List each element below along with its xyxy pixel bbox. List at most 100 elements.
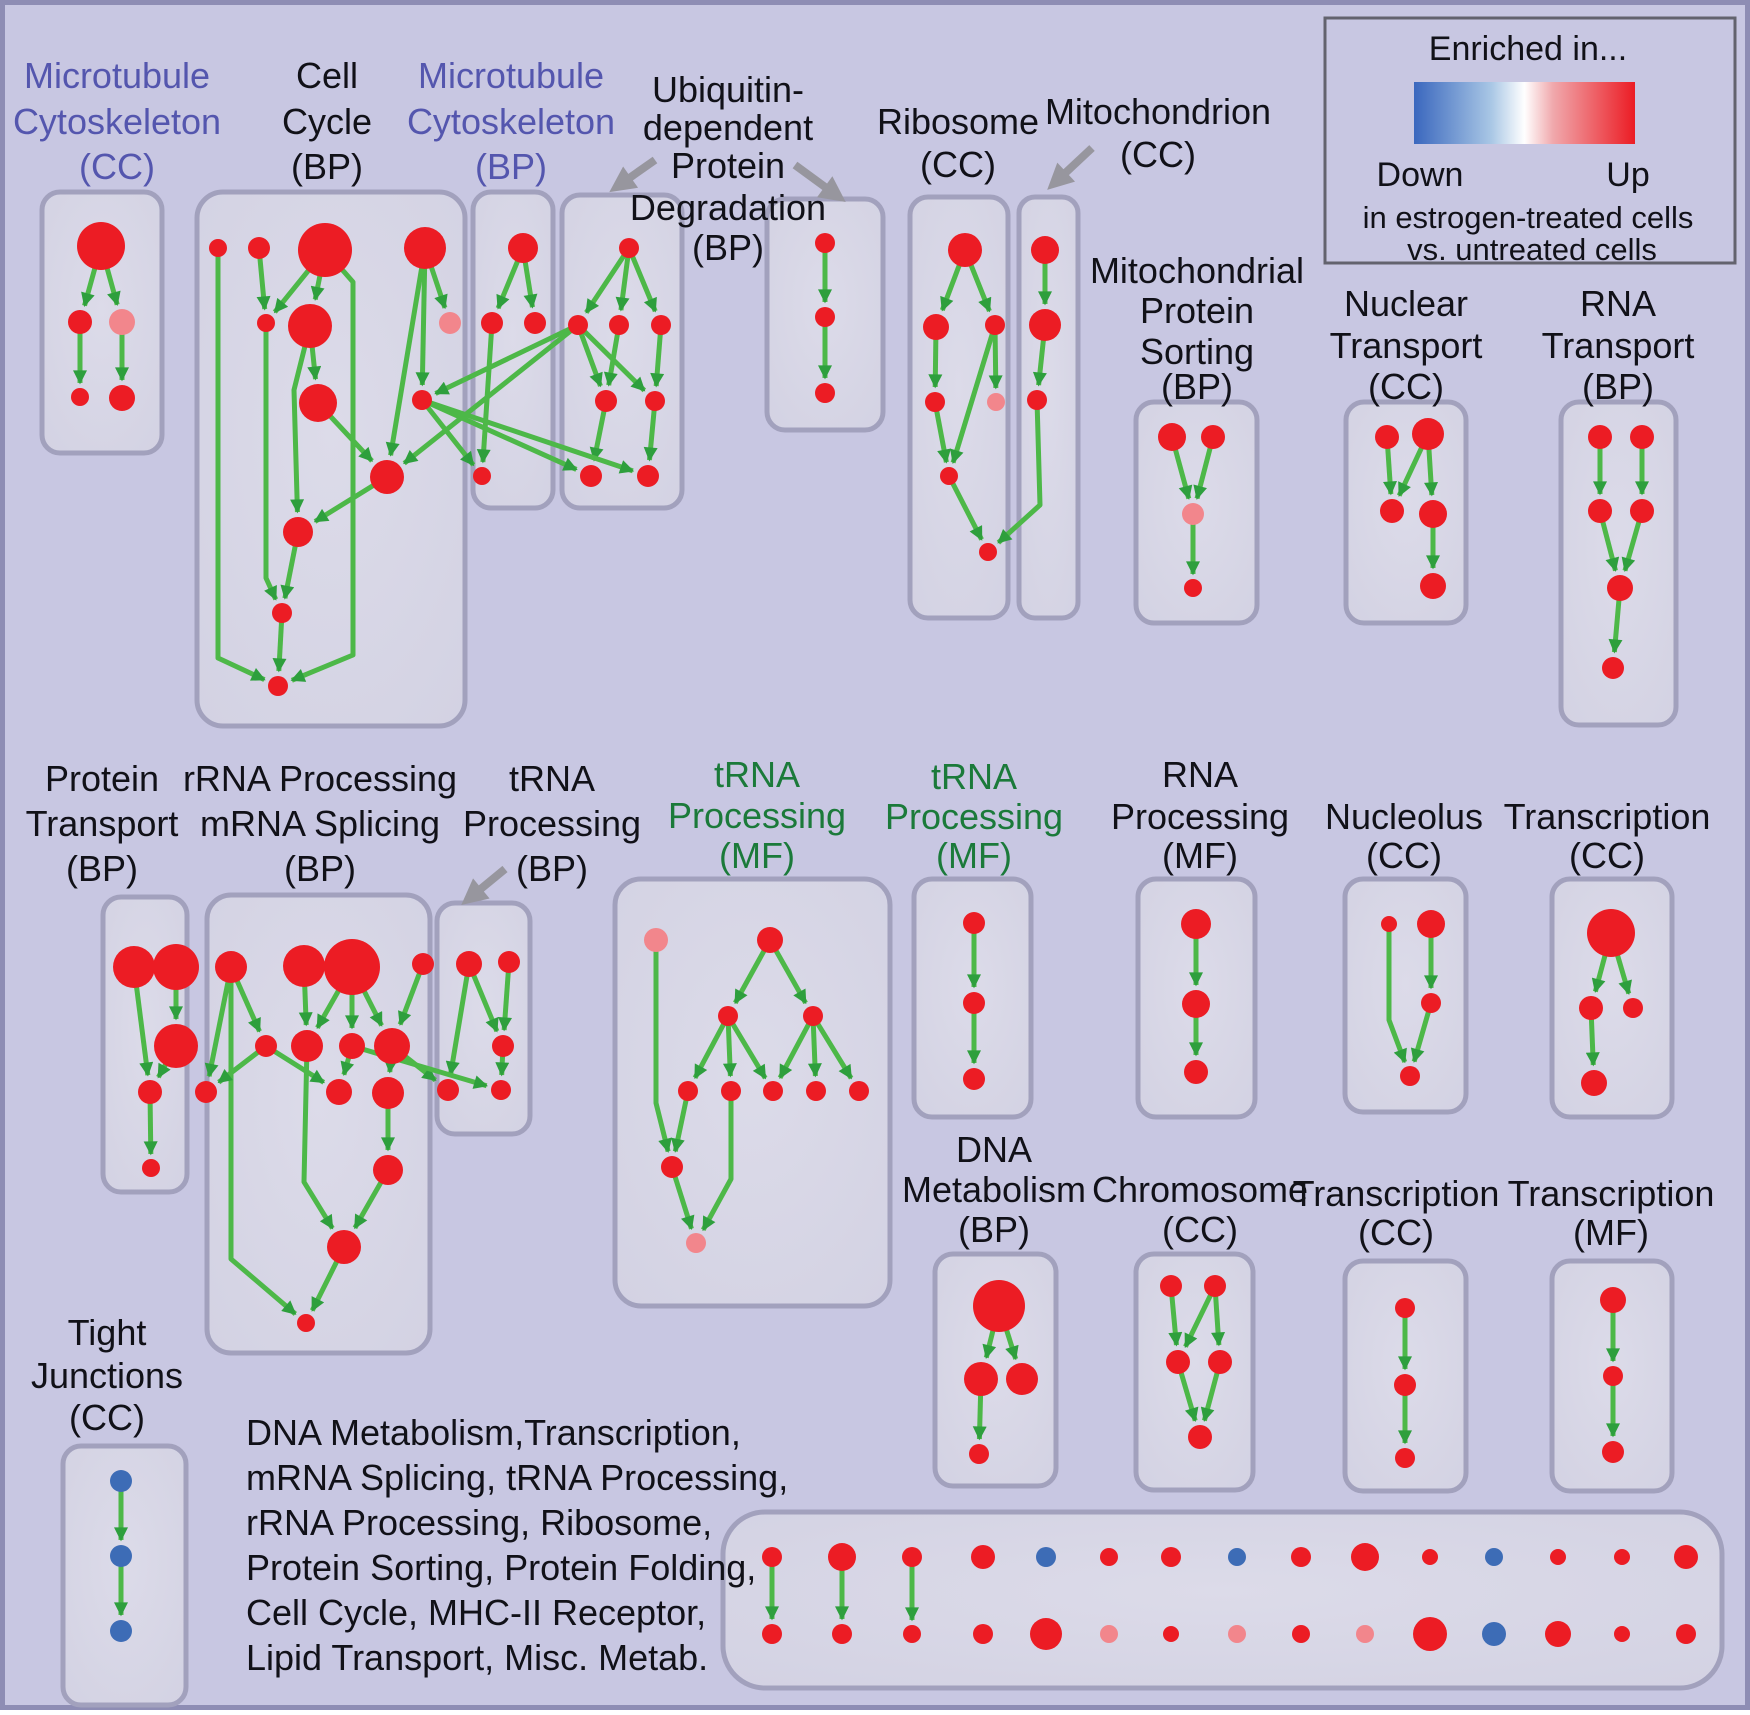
cross-edge-rg-qt5 — [351, 1043, 488, 1089]
label-line: Nucleolus — [1325, 796, 1483, 837]
label-transcription-cc-2: Transcription(CC) — [1293, 1173, 1500, 1253]
label-line: Processing — [885, 796, 1063, 837]
edge-ubG-ubI — [650, 324, 665, 388]
edge-xr-xw3 — [777, 1014, 816, 1079]
legend-layer: Enriched in... Down Up in estrogen-treated … — [1323, 16, 1737, 267]
node-cc8 — [412, 390, 432, 410]
label-line: Transcription — [1508, 1173, 1715, 1214]
edge-xw1-xy1 — [671, 1090, 691, 1153]
label-line: (MF) — [936, 835, 1012, 876]
label-line: Cycle — [282, 101, 372, 142]
node-cc7 — [299, 384, 337, 422]
cluster-box-nuclear-transport-cc — [1343, 399, 1469, 626]
node-q2 — [498, 951, 520, 973]
node-fb2 — [815, 307, 835, 327]
label-line: DNA — [956, 1129, 1032, 1170]
label-line: (CC) — [1569, 835, 1645, 876]
legend-subtitle-2: vs. untreated cells — [1407, 232, 1657, 267]
edge-xp-xy1 — [653, 940, 672, 1153]
label-line: Cytoskeleton — [13, 101, 221, 142]
label-line: Mitochondrial — [1090, 250, 1304, 291]
node-ms2 — [1201, 425, 1225, 449]
label-line: (BP) — [1582, 366, 1654, 407]
node-nu2 — [1417, 910, 1445, 938]
legend-subtitle-1: in estrogen-treated cells — [1363, 200, 1694, 235]
node-rbp — [987, 393, 1005, 411]
node-xr — [803, 1006, 823, 1026]
nodes-layer — [68, 222, 1698, 1651]
edge-ubE-ubI — [576, 323, 647, 393]
node-t33 — [1602, 1441, 1624, 1463]
node-pt2 — [153, 944, 199, 990]
label-line: Transport — [1330, 325, 1483, 366]
label-line: RNA — [1162, 754, 1238, 795]
node-tc3 — [1623, 998, 1643, 1018]
label-line: (CC) — [1358, 1212, 1434, 1253]
node-qt5 — [491, 1080, 511, 1100]
edge-cc1-cc12 — [215, 248, 266, 682]
node-pt4 — [138, 1080, 162, 1104]
node-d3 — [1006, 1363, 1038, 1395]
node-bottom-bottom-1 — [762, 1624, 782, 1644]
node-mb2 — [481, 312, 503, 334]
node-mtcc5 — [109, 385, 135, 411]
label-line: Degradation — [630, 187, 826, 228]
label-line: Processing — [1111, 796, 1289, 837]
node-bottom-bottom-5 — [1030, 1618, 1062, 1650]
node-cc3 — [298, 223, 352, 277]
node-rb2 — [923, 314, 949, 340]
label-line: Processing — [668, 795, 846, 836]
node-nu4 — [1400, 1066, 1420, 1086]
label-line: (CC) — [1120, 134, 1196, 175]
node-q3 — [492, 1035, 514, 1057]
legend-title: Enriched in... — [1429, 30, 1627, 68]
node-mtcc4 — [71, 388, 89, 406]
edge-nu1-nu4 — [1386, 924, 1408, 1064]
label-line: Transport — [1542, 325, 1695, 366]
edge-rb5-rb6 — [946, 474, 984, 541]
node-bottom-top-4 — [971, 1545, 995, 1569]
label-cell-cycle-bp: Cell Cycle(BP) — [282, 55, 372, 187]
node-fb3 — [815, 383, 835, 403]
node-bottom-top-10 — [1351, 1543, 1379, 1571]
cluster-box-tight-junctions-cc — [60, 1443, 189, 1708]
node-nt3 — [1380, 499, 1404, 523]
label-line: Junctions — [31, 1355, 183, 1396]
node-ri — [326, 1079, 352, 1105]
label-line: Cytoskeleton — [407, 101, 615, 142]
label-line: (CC) — [1368, 366, 1444, 407]
label-line: Ribosome — [877, 101, 1039, 142]
node-rbb — [283, 945, 325, 987]
edge-xr-xw5 — [810, 1014, 854, 1080]
label-line: Transcription — [1504, 796, 1711, 837]
node-tc1 — [1587, 909, 1635, 957]
node-fb1 — [815, 233, 835, 253]
gray-arrow-to-ubiquitin-box — [609, 156, 658, 193]
cluster-box-microtubule-cytoskeleton-cc — [39, 189, 165, 456]
edge-cc4-cc9 — [385, 247, 428, 457]
label-transcription-mf: Transcription(MF) — [1508, 1173, 1715, 1253]
node-rt6 — [1602, 657, 1624, 679]
node-cc10 — [283, 517, 313, 547]
label-line: Protein — [1140, 290, 1254, 331]
node-nu3 — [1421, 993, 1441, 1013]
node-ms3 — [1184, 579, 1202, 597]
node-bottom-top-8 — [1228, 1548, 1246, 1566]
node-bottom-bottom-6 — [1100, 1625, 1118, 1643]
cluster-box-dna-metabolism-bp — [932, 1251, 1059, 1489]
cluster-box-transcription-cc-upper — [1549, 876, 1675, 1120]
label-line: Transcription — [1293, 1173, 1500, 1214]
node-ubF — [609, 315, 629, 335]
node-ub1 — [619, 238, 639, 258]
label-line: mRNA Splicing — [200, 803, 440, 844]
node-ms1 — [1158, 423, 1186, 451]
node-bottom-bottom-14 — [1614, 1626, 1630, 1642]
node-ubI — [645, 391, 665, 411]
node-y2 — [963, 992, 985, 1014]
gray-arrow-to-mitochondrion-box — [1047, 145, 1095, 190]
node-t23 — [1395, 1448, 1415, 1468]
